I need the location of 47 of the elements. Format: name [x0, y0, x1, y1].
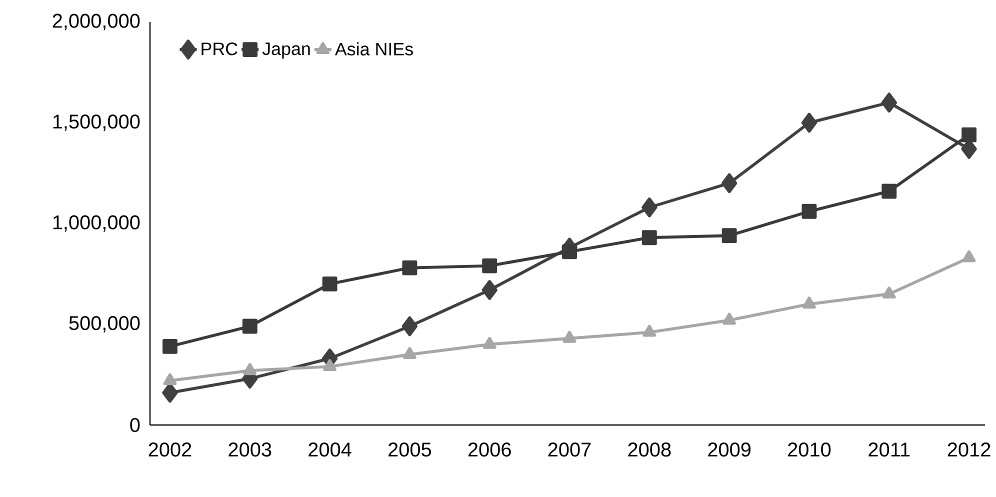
point: [881, 92, 897, 113]
x-tick-label: 2002: [148, 442, 192, 457]
point: [323, 359, 336, 372]
x-tick-label: 2003: [228, 442, 272, 457]
point: [482, 280, 498, 300]
point: [162, 338, 178, 354]
point: [163, 373, 177, 386]
x-tick-label: 2008: [628, 442, 671, 457]
point: [722, 228, 737, 244]
point: [243, 363, 257, 376]
point: [562, 244, 577, 260]
y-tick-label: 1,500,000: [53, 114, 140, 131]
legend-label: PRC: [202, 42, 238, 56]
x-tick-label: 2004: [308, 442, 352, 457]
x-tick-label: 2010: [788, 442, 831, 457]
y-tick-label: 0: [130, 418, 140, 432]
point: [642, 230, 657, 246]
y-tick-label: 1,000,000: [53, 215, 140, 232]
point: [562, 330, 576, 343]
point: [482, 336, 496, 349]
point: [242, 318, 258, 334]
x-tick-label: 2009: [708, 442, 751, 457]
point: [802, 296, 816, 309]
y-tick-label: 2,000,000: [52, 14, 140, 30]
point: [642, 197, 658, 218]
x-tick-label: 2011: [868, 442, 910, 457]
point: [962, 250, 976, 262]
y-tick-label: 500,000: [69, 316, 140, 332]
point: [801, 112, 818, 133]
x-tick-label: 2007: [548, 442, 591, 457]
point: [482, 258, 498, 274]
point: [721, 173, 738, 194]
point: [322, 276, 338, 292]
point: [402, 260, 418, 276]
point: [722, 312, 736, 325]
point: [802, 204, 817, 219]
point: [962, 127, 977, 142]
legend-label: Asia NIEs: [334, 42, 413, 56]
point: [642, 324, 656, 337]
legend-label: Japan: [262, 42, 310, 59]
point: [403, 347, 416, 359]
x-tick-label: 2006: [468, 442, 511, 457]
x-tick-label: 2005: [388, 442, 432, 457]
x-tick-label: 2012: [948, 442, 990, 457]
point: [402, 316, 418, 336]
point: [882, 184, 897, 199]
point: [882, 286, 896, 299]
